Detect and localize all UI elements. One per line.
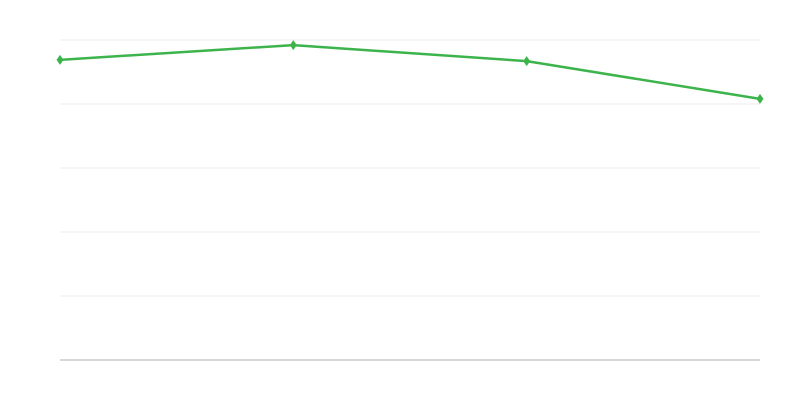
- data-point[interactable]: [56, 54, 64, 65]
- data-point[interactable]: [756, 93, 764, 104]
- data-point[interactable]: [523, 56, 531, 67]
- series-group: [56, 40, 764, 104]
- data-point[interactable]: [289, 40, 297, 51]
- series-line: [59, 43, 761, 101]
- gridlines: [60, 39, 760, 297]
